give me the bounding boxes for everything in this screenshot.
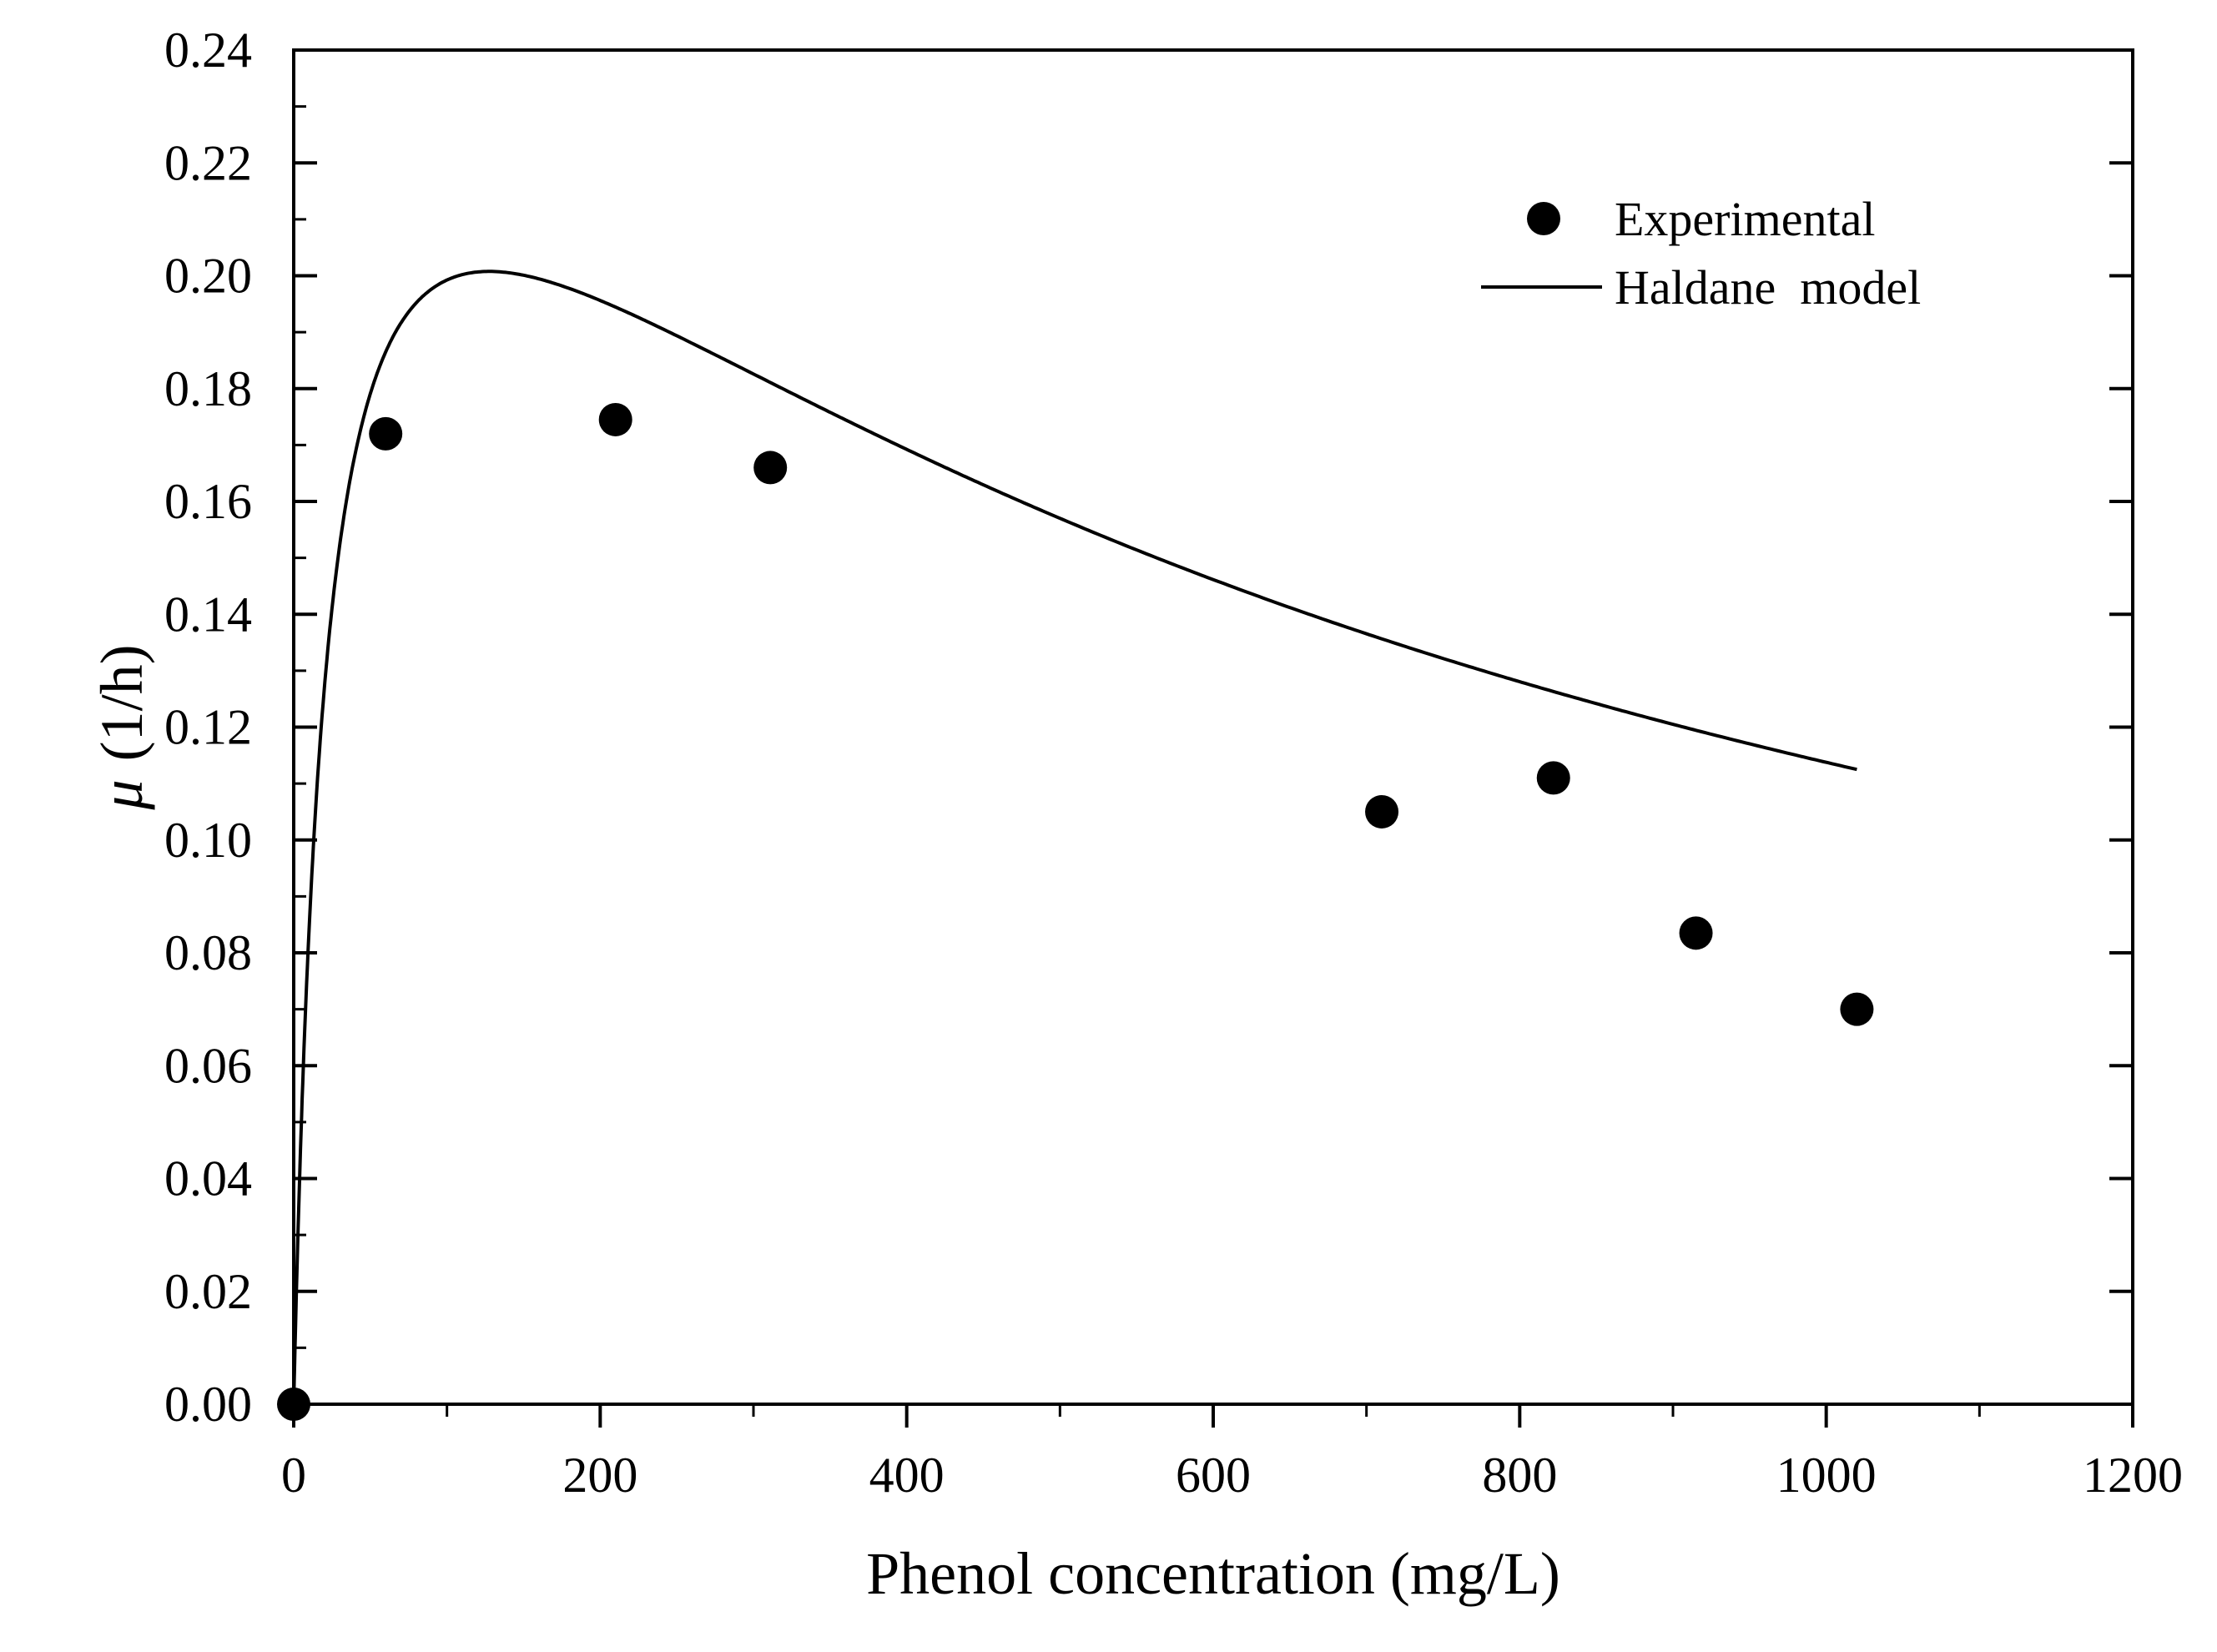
x-tick-label: 200: [562, 1448, 637, 1503]
y-axis-ticks: 0.00 0.02 0.04 0.06 0.08 0.10 0.12 0.14 0.16 0.18…: [164, 23, 2133, 1432]
y-tick-label: 0.02: [164, 1264, 252, 1319]
x-tick-label: 600: [1176, 1448, 1251, 1503]
x-tick-label: 1200: [2083, 1448, 2183, 1503]
x-tick-label: 0: [281, 1448, 306, 1503]
data-point: [753, 451, 788, 485]
y-axis-unit: (1/h): [88, 644, 155, 761]
y-tick-label: 0.22: [164, 135, 252, 190]
x-tick-label: 800: [1482, 1448, 1557, 1503]
y-tick-label: 0.18: [164, 361, 252, 416]
y-tick-label: 0.10: [164, 813, 252, 868]
legend-model-label: Haldane model: [1615, 260, 1921, 315]
y-tick-label: 0.00: [164, 1377, 252, 1432]
data-point: [1679, 916, 1713, 950]
y-axis-symbol: μ: [88, 779, 155, 810]
legend: Experimental Haldane model: [1481, 192, 1921, 315]
haldane-model-line: [292, 269, 1857, 1405]
y-tick-label: 0.06: [164, 1038, 252, 1093]
data-point: [1536, 761, 1570, 795]
x-tick-label: 400: [869, 1448, 945, 1503]
y-tick-label: 0.16: [164, 474, 252, 529]
y-tick-label: 0.20: [164, 249, 252, 304]
x-axis-title: Phenol concentration (mg/L): [866, 1540, 1560, 1607]
data-point: [598, 402, 632, 436]
y-tick-label: 0.14: [164, 587, 252, 642]
experimental-points: [277, 402, 1874, 1421]
y-tick-label: 0.04: [164, 1151, 252, 1206]
data-point: [369, 416, 403, 451]
x-tick-label: 1000: [1776, 1448, 1877, 1503]
y-tick-label: 0.24: [164, 23, 252, 78]
data-point: [277, 1388, 310, 1421]
data-point: [1365, 794, 1399, 829]
legend-experimental-marker: [1527, 202, 1560, 235]
y-axis-title: μ (1/h): [88, 644, 155, 810]
legend-experimental-label: Experimental: [1615, 192, 1875, 246]
y-tick-label: 0.08: [164, 925, 252, 980]
plot-frame: [292, 48, 2134, 1406]
data-point: [1840, 992, 1874, 1026]
x-axis-ticks: 0 200 400 600 800 1000 1200: [281, 1404, 2183, 1503]
y-tick-label: 0.12: [164, 700, 252, 755]
